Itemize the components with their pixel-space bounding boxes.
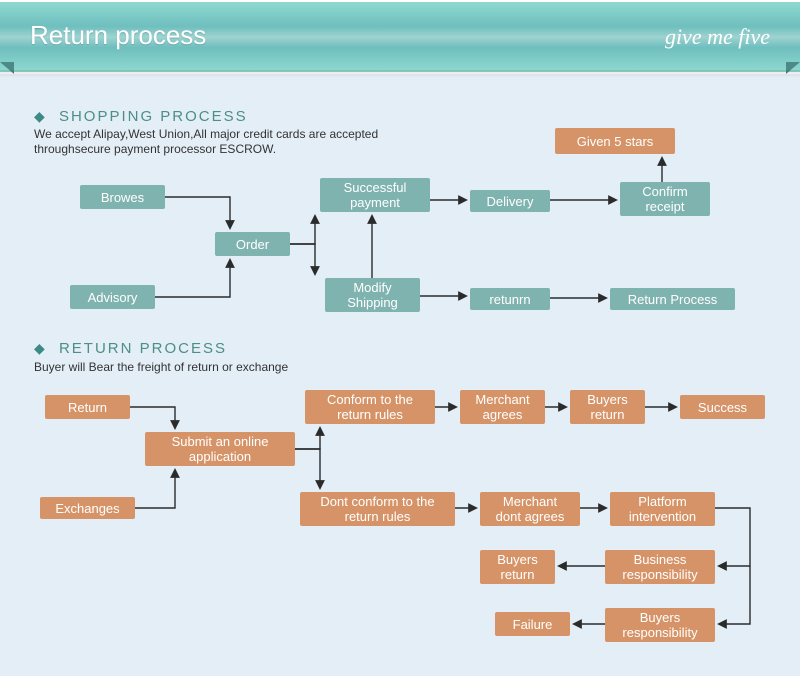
shopping-node-advisory: Advisory bbox=[70, 285, 155, 309]
return-node-business-resp: Business responsibility bbox=[605, 550, 715, 584]
return-node-buyers-return-b: Buyers return bbox=[480, 550, 555, 584]
return-node-dont-conform: Dont conform to the return rules bbox=[300, 492, 455, 526]
return-node-return: Return bbox=[45, 395, 130, 419]
banner-slogan: give me five bbox=[665, 24, 770, 50]
shopping-node-browes: Browes bbox=[80, 185, 165, 209]
shopping-subtext: We accept Alipay,West Union,All major cr… bbox=[34, 127, 378, 157]
shopping-node-confirm-receipt: Confirm receipt bbox=[620, 182, 710, 216]
page-title: Return process bbox=[30, 20, 206, 51]
banner-shadow bbox=[0, 70, 800, 78]
diamond-icon: ◆ bbox=[34, 340, 47, 356]
shopping-node-given5: Given 5 stars bbox=[555, 128, 675, 154]
shopping-heading-label: SHOPPING PROCESS bbox=[59, 108, 248, 125]
return-heading: ◆ RETURN PROCESS bbox=[34, 340, 227, 357]
shopping-node-delivery: Delivery bbox=[470, 190, 550, 212]
return-node-platform: Platform intervention bbox=[610, 492, 715, 526]
return-node-submit: Submit an online application bbox=[145, 432, 295, 466]
return-node-conform: Conform to the return rules bbox=[305, 390, 435, 424]
return-node-merchant-dont: Merchant dont agrees bbox=[480, 492, 580, 526]
return-node-buyers-return-top: Buyers return bbox=[570, 390, 645, 424]
return-subtext: Buyer will Bear the freight of return or… bbox=[34, 360, 288, 375]
return-heading-label: RETURN PROCESS bbox=[59, 340, 227, 357]
shopping-node-modify-shipping: Modify Shipping bbox=[325, 278, 420, 312]
return-node-buyers-resp: Buyers responsibility bbox=[605, 608, 715, 642]
diamond-icon: ◆ bbox=[34, 108, 47, 124]
return-node-merchant-agrees: Merchant agrees bbox=[460, 390, 545, 424]
header-banner: Return process give me five bbox=[0, 0, 800, 74]
return-node-success: Success bbox=[680, 395, 765, 419]
return-node-exchanges: Exchanges bbox=[40, 497, 135, 519]
shopping-heading: ◆ SHOPPING PROCESS bbox=[34, 108, 248, 125]
return-node-failure: Failure bbox=[495, 612, 570, 636]
shopping-node-returnrn: retunrn bbox=[470, 288, 550, 310]
shopping-node-return-process: Return Process bbox=[610, 288, 735, 310]
shopping-node-order: Order bbox=[215, 232, 290, 256]
shopping-node-successful-payment: Successful payment bbox=[320, 178, 430, 212]
